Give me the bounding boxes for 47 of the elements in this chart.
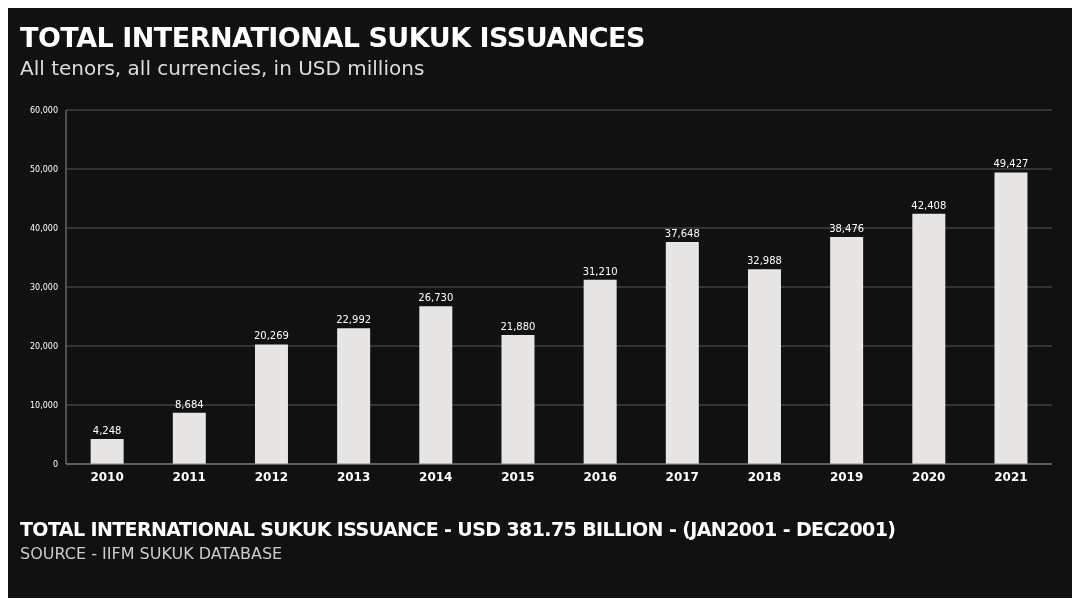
text: TOTAL INTERNATIONAL SUKUK ISSUANCE - USD 381.75 BILLION - (JAN2001 - DEC2001) [20, 518, 896, 540]
data-label: 49,427 [993, 158, 1029, 170]
data-label: 21,880 [500, 320, 536, 332]
bar [419, 306, 453, 464]
bar [830, 236, 864, 464]
bar [583, 279, 617, 464]
bar [912, 213, 946, 464]
x-tick-label: 2018 [747, 469, 782, 484]
data-label: 42,408 [911, 199, 947, 211]
data-label: 26,730 [418, 292, 454, 304]
bar [172, 412, 206, 464]
x-tick-label: 2012 [254, 469, 289, 484]
bar [254, 344, 288, 464]
x-tick-label: 2020 [912, 469, 946, 484]
bar [747, 269, 781, 464]
y-tick-label: 30,000 [30, 282, 58, 292]
y-tick-label: 50,000 [30, 164, 58, 174]
data-label: 20,269 [253, 330, 289, 342]
bar [665, 241, 699, 464]
y-tick-label: 40,000 [30, 223, 58, 233]
data-label: 37,648 [664, 227, 700, 239]
x-tick-label: 2021 [994, 469, 1028, 484]
chart-title: TOTAL INTERNATIONAL SUKUK ISSUANCES [20, 22, 645, 53]
x-tick-label: 2011 [172, 469, 206, 484]
data-label: 32,988 [746, 255, 782, 267]
x-tick-label: 2010 [90, 469, 124, 484]
source-note: SOURCE - IIFM SUKUK DATABASE [20, 544, 283, 563]
x-tick-label: 2019 [829, 469, 864, 484]
x-tick-label: 2015 [501, 469, 535, 484]
chart-subtitle: All tenors, all currencies, in USD millions [20, 56, 425, 80]
x-tick-label: 2016 [583, 469, 617, 484]
bar [337, 328, 371, 464]
y-tick-label: 0 [52, 459, 58, 469]
x-tick-label: 2014 [419, 469, 453, 484]
data-label: 38,476 [829, 222, 865, 234]
bar [501, 334, 535, 464]
bar [994, 172, 1028, 464]
y-tick-label: 60,000 [30, 105, 58, 115]
y-tick-label: 20,000 [30, 341, 58, 351]
data-label: 31,210 [582, 265, 618, 277]
x-tick-label: 2013 [336, 469, 371, 484]
x-tick-label: 2017 [665, 469, 699, 484]
y-tick-label: 10,000 [30, 400, 58, 410]
data-label: 22,992 [336, 314, 372, 326]
data-label: 8,684 [175, 398, 204, 410]
data-label: 4,248 [92, 424, 122, 436]
bar [90, 438, 124, 464]
